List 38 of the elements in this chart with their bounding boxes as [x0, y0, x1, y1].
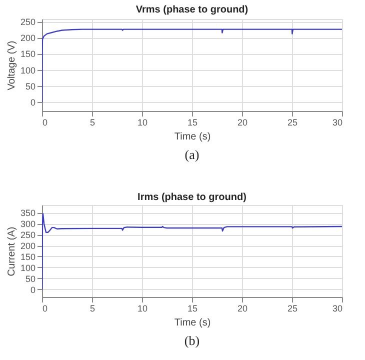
line-series	[42, 213, 342, 290]
y-tick-label: 250	[20, 230, 36, 240]
y-axis-title: Current (A)	[6, 226, 18, 276]
y-tick-label: 300	[20, 219, 36, 230]
x-tick-label: 25	[287, 118, 298, 128]
y-tick-label: 50	[25, 274, 36, 284]
chart-title: Vrms (phase to ground)	[136, 4, 248, 16]
x-axis-title: Time (s)	[174, 318, 211, 328]
x-tick-label: 10	[137, 304, 148, 314]
x-tick-label: 0	[42, 118, 48, 128]
y-tick-label: 150	[20, 252, 36, 262]
y-tick-label: 250	[20, 17, 36, 28]
x-axis-title: Time (s)	[174, 132, 211, 142]
y-tick-label: 200	[20, 241, 36, 252]
y-tick-label: 50	[25, 81, 36, 92]
x-tick-label: 15	[187, 118, 198, 128]
text: (b)	[184, 333, 200, 348]
x-tick-label: 20	[237, 118, 248, 128]
x-tick-label: 0	[42, 304, 48, 314]
x-tick-label: 20	[237, 304, 248, 314]
y-tick-label: 0	[30, 97, 36, 108]
x-tick-label: 5	[90, 304, 96, 314]
x-tick-label: 25	[287, 304, 298, 314]
y-tick-label: 100	[20, 65, 36, 76]
y-tick-label: 150	[20, 49, 36, 60]
y-tick-label: 200	[20, 33, 36, 44]
y-tick-label: 0	[30, 284, 36, 295]
x-tick-label: 30	[332, 118, 342, 128]
chart-title: Irms (phase to ground)	[138, 192, 246, 203]
x-tick-label: 10	[137, 118, 148, 128]
y-tick-label: 350	[20, 208, 36, 218]
y-tick-label: 100	[20, 262, 36, 273]
text: (a)	[184, 147, 200, 162]
x-tick-label: 30	[332, 304, 342, 314]
x-tick-label: 5	[90, 118, 96, 128]
x-tick-label: 15	[187, 304, 198, 314]
y-axis-title: Voltage (V)	[6, 40, 18, 90]
line-series	[42, 28, 342, 103]
